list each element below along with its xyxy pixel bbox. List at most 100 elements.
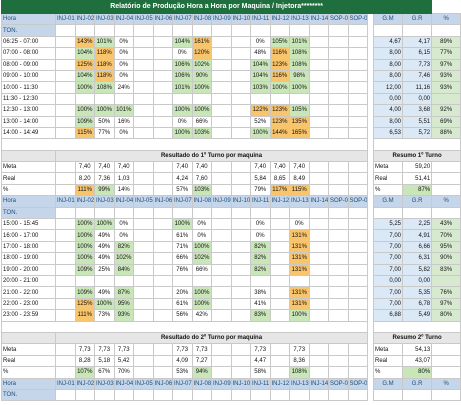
efficiency-cell bbox=[308, 309, 329, 322]
efficiency-cell: 66% bbox=[191, 263, 212, 277]
efficiency-cell: 131% bbox=[289, 286, 310, 299]
result-cell: 107% bbox=[74, 366, 95, 379]
summary-cell: 92% bbox=[431, 104, 461, 117]
summary-cell: 6,53 bbox=[373, 126, 403, 140]
summary-cell: 0,00 bbox=[373, 274, 403, 288]
result-cell: 8,20 bbox=[74, 172, 95, 185]
summary-cell: 6,88 bbox=[373, 309, 403, 322]
efficiency-cell bbox=[133, 286, 154, 299]
summary-label: Real bbox=[373, 354, 403, 368]
efficiency-cell: 0% bbox=[113, 126, 134, 140]
efficiency-cell bbox=[55, 126, 76, 140]
summary-label: % bbox=[373, 366, 403, 379]
efficiency-cell: 0% bbox=[113, 218, 134, 231]
efficiency-cell: 125% bbox=[74, 58, 95, 71]
efficiency-cell bbox=[328, 297, 349, 311]
summary-cell: 2,25 bbox=[401, 218, 433, 231]
ton-cell bbox=[401, 24, 433, 37]
hour-row: 12:30 - 13:00 100% 100% 101% 100% 100% 122% 123… bbox=[1, 104, 461, 117]
summary-cell: 8,00 bbox=[373, 47, 403, 60]
machine-header: SOP-01 bbox=[328, 377, 349, 390]
ton-cell bbox=[347, 388, 368, 402]
efficiency-cell: 71% bbox=[172, 240, 193, 254]
result-cell: 7,27 bbox=[191, 354, 212, 368]
summary-cell: 7,00 bbox=[373, 286, 403, 299]
efficiency-cell bbox=[211, 218, 232, 231]
summary-cell: 5,82 bbox=[401, 263, 433, 277]
result-cell: 5,42 bbox=[113, 354, 134, 368]
result-cell bbox=[347, 354, 368, 368]
efficiency-cell: 82% bbox=[250, 252, 271, 265]
efficiency-cell: 49% bbox=[94, 252, 115, 265]
ton-cell bbox=[113, 388, 134, 402]
result-label: % bbox=[1, 366, 56, 379]
ton-cell bbox=[289, 206, 310, 220]
efficiency-cell: 116% bbox=[269, 69, 290, 83]
ton-cell bbox=[113, 24, 134, 37]
ton-cell bbox=[328, 388, 349, 402]
efficiency-cell: 115% bbox=[74, 126, 95, 140]
efficiency-cell: 100% bbox=[74, 81, 95, 94]
efficiency-cell bbox=[211, 104, 232, 117]
efficiency-cell bbox=[328, 126, 349, 140]
efficiency-cell bbox=[308, 229, 329, 242]
efficiency-cell bbox=[230, 218, 251, 231]
header-row: TON. bbox=[1, 24, 461, 37]
ton-cell bbox=[211, 206, 232, 220]
efficiency-cell: 102% bbox=[191, 252, 212, 265]
result-cell bbox=[152, 183, 173, 197]
efficiency-cell bbox=[230, 115, 251, 128]
ton-cell bbox=[74, 206, 95, 220]
blank bbox=[431, 183, 461, 197]
result-cell bbox=[55, 183, 76, 197]
summary-cell: 7,00 bbox=[373, 263, 403, 277]
ton-header: TON. bbox=[1, 24, 56, 37]
efficiency-cell bbox=[152, 81, 173, 94]
machine-header: INJ-04 bbox=[113, 195, 134, 208]
summary-cell: 76% bbox=[431, 286, 461, 299]
efficiency-cell: 0% bbox=[250, 229, 271, 242]
summary-cell: 4,91 bbox=[401, 229, 433, 242]
efficiency-cell: 102% bbox=[113, 252, 134, 265]
hora-header: Hora bbox=[1, 377, 56, 390]
efficiency-cell bbox=[230, 92, 251, 106]
machine-header: INJ-09 bbox=[211, 12, 232, 26]
result-cell bbox=[269, 343, 290, 356]
efficiency-cell bbox=[328, 263, 349, 277]
header-row: Hora INJ-01 INJ-02 INJ-03 INJ-04 INJ-05 INJ-06… bbox=[1, 12, 461, 26]
efficiency-cell: 38% bbox=[250, 286, 271, 299]
efficiency-cell bbox=[152, 58, 173, 71]
efficiency-cell bbox=[133, 297, 154, 311]
efficiency-cell bbox=[347, 104, 368, 117]
efficiency-cell: 83% bbox=[250, 309, 271, 322]
summary-cell: 12,00 bbox=[373, 81, 403, 94]
efficiency-cell bbox=[328, 240, 349, 254]
efficiency-cell: 0% bbox=[191, 229, 212, 242]
summary-cell: 7,00 bbox=[373, 297, 403, 311]
efficiency-cell: 56% bbox=[172, 309, 193, 322]
efficiency-cell: 66% bbox=[191, 115, 212, 128]
machine-header: INJ-08 bbox=[191, 195, 212, 208]
time-label: 16:00 - 17:00 bbox=[1, 229, 56, 242]
efficiency-cell bbox=[269, 92, 290, 106]
machine-header: INJ-03 bbox=[94, 377, 115, 390]
efficiency-cell bbox=[347, 126, 368, 140]
efficiency-cell: 131% bbox=[289, 252, 310, 265]
efficiency-cell bbox=[269, 274, 290, 288]
efficiency-cell bbox=[328, 274, 349, 288]
hour-row: 10:00 - 11:30 100% 108% 24% 101% 100% 103% 100%… bbox=[1, 81, 461, 94]
efficiency-cell bbox=[211, 69, 232, 83]
efficiency-cell: 50% bbox=[94, 115, 115, 128]
efficiency-cell: 131% bbox=[289, 263, 310, 277]
efficiency-cell bbox=[328, 92, 349, 106]
time-label: 19:00 - 20:00 bbox=[1, 263, 56, 277]
efficiency-cell bbox=[133, 126, 154, 140]
result-cell: 7,40 bbox=[113, 161, 134, 174]
efficiency-cell bbox=[211, 286, 232, 299]
result-cell bbox=[308, 354, 329, 368]
efficiency-cell bbox=[211, 263, 232, 277]
result-cell: 4,24 bbox=[172, 172, 193, 185]
machine-header: INJ-11 bbox=[250, 12, 271, 26]
machine-header: INJ-03 bbox=[94, 195, 115, 208]
summary-value: 43,07 bbox=[401, 354, 433, 368]
